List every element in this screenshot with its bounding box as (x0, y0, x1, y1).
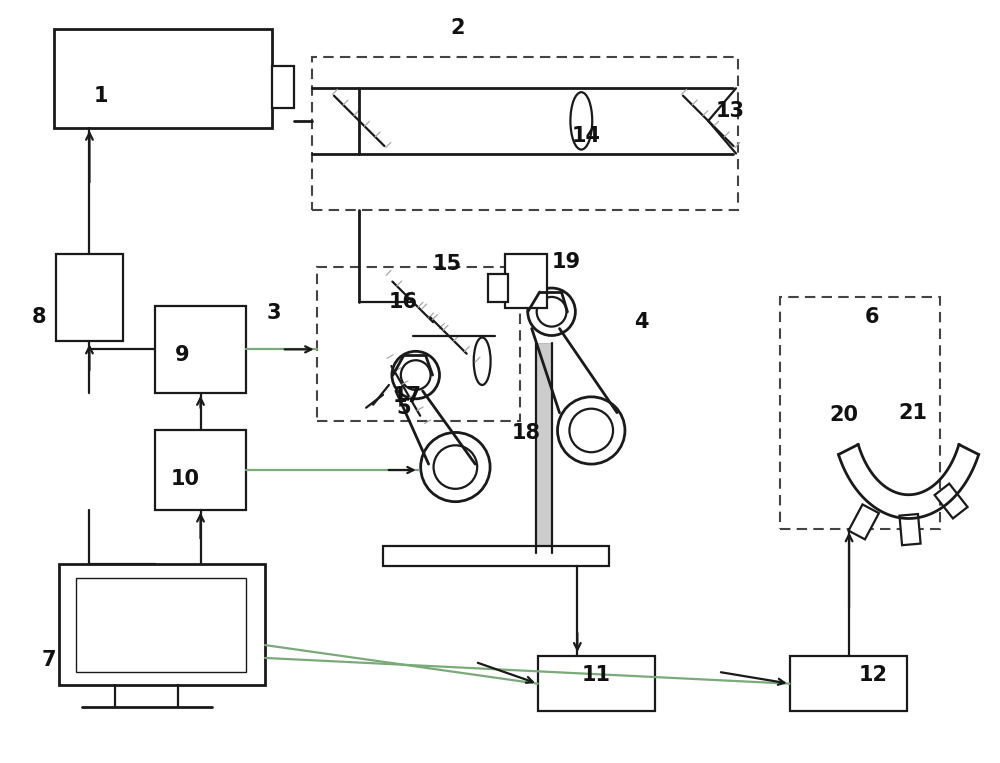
Text: 4: 4 (634, 312, 648, 333)
Bar (538, 656, 655, 711)
Bar (155, 306, 246, 393)
Text: 2: 2 (450, 18, 465, 38)
Text: 16: 16 (389, 292, 418, 312)
Bar (59, 564, 265, 684)
Circle shape (537, 297, 566, 327)
Bar (317, 267, 520, 420)
Text: 17: 17 (393, 385, 422, 406)
Text: 12: 12 (859, 665, 888, 685)
Circle shape (569, 409, 613, 452)
Bar (383, 546, 609, 566)
Bar (76, 578, 246, 671)
Circle shape (558, 397, 625, 464)
Bar (780, 297, 940, 530)
Text: 6: 6 (865, 307, 879, 327)
Bar (536, 343, 552, 553)
Text: 3: 3 (267, 303, 281, 323)
Text: 19: 19 (552, 252, 581, 272)
Text: 7: 7 (42, 650, 56, 670)
Bar (790, 656, 907, 711)
Bar (56, 254, 123, 341)
Circle shape (434, 446, 477, 489)
Bar (488, 274, 508, 302)
Text: 18: 18 (512, 423, 541, 443)
Text: 9: 9 (175, 345, 189, 365)
Bar (54, 29, 272, 127)
Text: 13: 13 (716, 101, 745, 121)
Circle shape (392, 351, 440, 399)
Circle shape (528, 288, 575, 336)
Text: 21: 21 (899, 403, 928, 423)
Ellipse shape (474, 337, 491, 385)
Text: 11: 11 (581, 665, 610, 685)
Text: 1: 1 (93, 86, 108, 106)
Bar (505, 254, 547, 307)
Text: 15: 15 (433, 254, 462, 275)
Bar (935, 484, 968, 518)
Text: 10: 10 (171, 468, 200, 488)
Text: 5: 5 (396, 398, 411, 417)
Bar (899, 514, 921, 546)
Bar (849, 504, 879, 539)
Text: 14: 14 (571, 126, 600, 146)
Ellipse shape (570, 92, 592, 150)
Text: 20: 20 (829, 405, 858, 425)
Bar (272, 66, 294, 108)
Circle shape (421, 433, 490, 502)
Bar (312, 56, 738, 210)
Bar (155, 430, 246, 510)
Text: 8: 8 (32, 307, 46, 327)
Circle shape (401, 360, 431, 390)
